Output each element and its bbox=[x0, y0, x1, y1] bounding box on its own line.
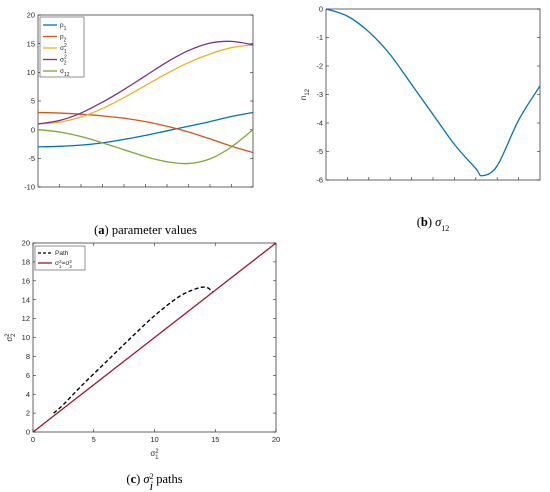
c-ytick-label: 8 bbox=[26, 352, 30, 361]
b-ytick-label: -5 bbox=[316, 147, 323, 156]
a-ytick-label: -10 bbox=[24, 183, 35, 192]
c-xtick-label: 0 bbox=[31, 435, 35, 444]
a-series-line-p2 bbox=[37, 111, 254, 154]
b-series-line bbox=[325, 8, 541, 177]
b-ytick-label: -2 bbox=[316, 62, 323, 71]
a-legend-label: σ12 bbox=[60, 68, 70, 78]
panel-c-paths: 0 2 4 6 8 10 12 14 16 18 20 0 5 10 15 20 σ2 1 σ22 Path σ2 1=σ… bbox=[5, 239, 280, 492]
a-ytick-label: 0 bbox=[31, 125, 35, 134]
c-ylabel: σ22 bbox=[5, 333, 17, 342]
c-ytick-label: 4 bbox=[26, 390, 30, 399]
c-xtick-label: 20 bbox=[272, 435, 280, 444]
panel-b-sigma12: -6 -5 -4 -3 -2 -1 0 n12 (b) σ12 bbox=[299, 5, 541, 233]
b-ytick-label: -3 bbox=[316, 90, 323, 99]
a-series-line-σ₁₂ bbox=[37, 129, 254, 165]
a-legend-box bbox=[39, 16, 85, 78]
b-ytick-label: 0 bbox=[319, 5, 323, 14]
a-ytick-label: 15 bbox=[27, 39, 35, 48]
c-xtick-label: 5 bbox=[92, 435, 96, 444]
a-ytick-label: 5 bbox=[31, 97, 35, 106]
c-legend-box bbox=[34, 245, 86, 271]
a-series-line-σ₁² bbox=[37, 44, 254, 125]
c-ytick-label: 12 bbox=[22, 314, 30, 323]
c-series-line-path bbox=[53, 286, 214, 414]
c-xtick-label: 10 bbox=[150, 435, 158, 444]
c-ytick-label: 0 bbox=[26, 428, 30, 437]
c-ytick-label: 16 bbox=[22, 276, 30, 285]
c-caption: (c) σ2 i paths bbox=[126, 472, 182, 492]
a-caption: (a) parameter values bbox=[94, 223, 197, 237]
b-ytick-label: -4 bbox=[316, 119, 323, 128]
c-legend-label-path: Path bbox=[55, 250, 69, 257]
c-ytick-label: 6 bbox=[26, 371, 30, 380]
c-xtick-label: 15 bbox=[211, 435, 219, 444]
c-ytick-label: 14 bbox=[22, 295, 30, 304]
c-ytick-label: 20 bbox=[22, 239, 30, 248]
c-legend-label-diagonal: σ2 1=σ2 2 bbox=[55, 259, 72, 269]
c-xlabel: σ2 1 bbox=[150, 449, 159, 461]
a-ytick-label: 10 bbox=[27, 68, 35, 77]
c-ytick-label: 10 bbox=[22, 333, 30, 342]
a-ytick-label: 20 bbox=[27, 11, 35, 20]
a-legend-label: p1 bbox=[60, 22, 67, 32]
c-series-line-diagonal bbox=[32, 242, 277, 433]
a-legend-label: σ2 1 bbox=[60, 43, 67, 55]
b-ylabel: n12 bbox=[299, 88, 311, 100]
a-series-line-p1 bbox=[37, 111, 254, 148]
a-ytick-label: -5 bbox=[28, 154, 35, 163]
b-ytick-label: -1 bbox=[316, 33, 323, 42]
a-legend-label: σ2 2 bbox=[60, 55, 67, 67]
b-caption: (b) σ12 bbox=[417, 215, 450, 233]
a-series-line-σ₂² bbox=[37, 40, 254, 125]
c-ytick-label: 18 bbox=[22, 258, 30, 267]
a-legend-label: p2 bbox=[60, 34, 67, 44]
b-ytick-label: -6 bbox=[316, 176, 323, 185]
b-axes-box bbox=[325, 8, 541, 181]
c-ytick-label: 2 bbox=[26, 409, 30, 418]
